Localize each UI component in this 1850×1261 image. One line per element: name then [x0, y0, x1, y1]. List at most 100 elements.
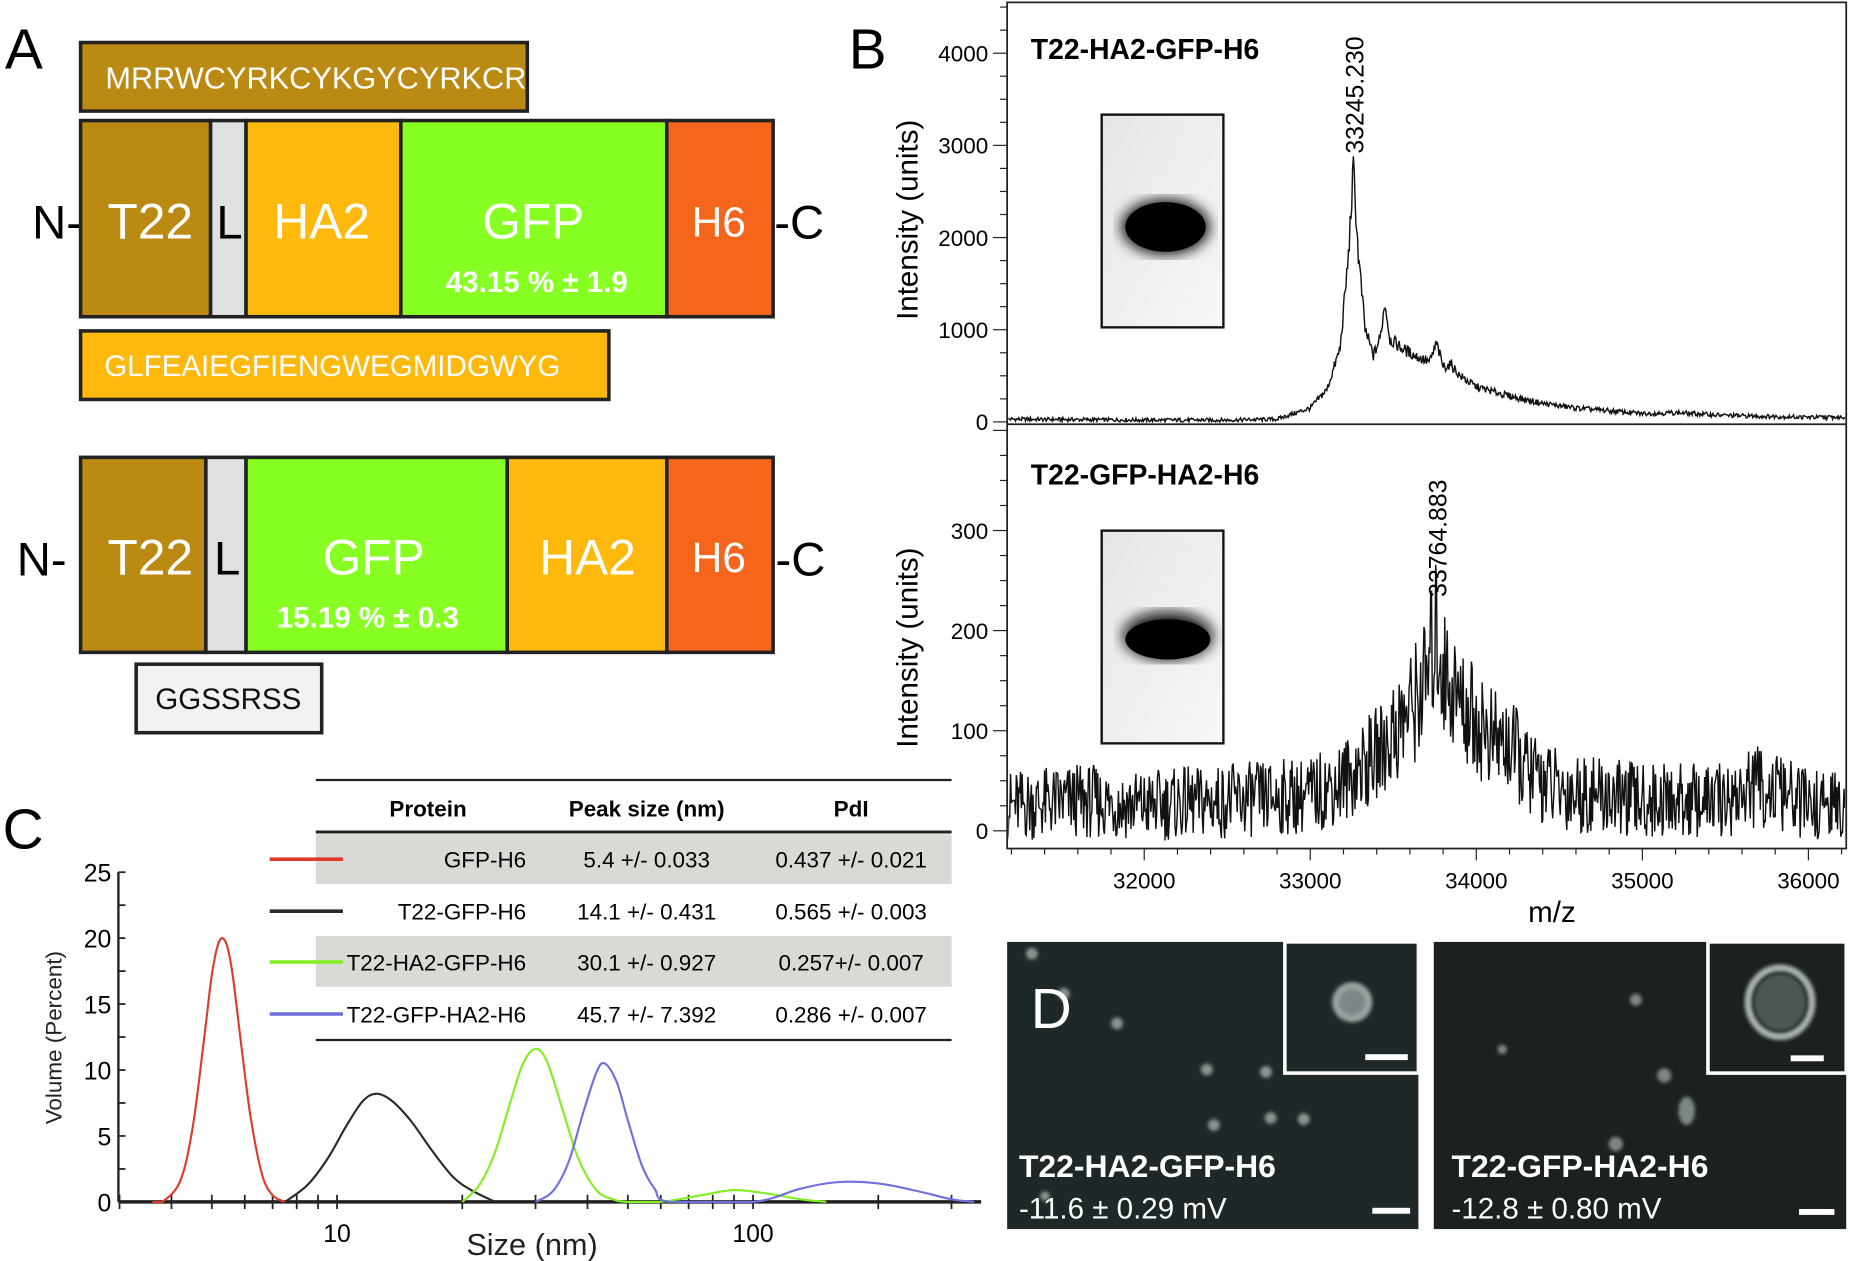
- peak-size: 45.7 +/- 7.392: [577, 1002, 716, 1027]
- tem-image-left: D T22-HA2-GFP-H6 -11.6 ± 0.29 mV: [1007, 940, 1421, 1230]
- panel-a: A MRRWCYRKCYKGYCYRKCR N- T22 L HA2 GFP H…: [5, 19, 825, 735]
- construct-1: N- T22 L HA2 GFP H6 43.15 % ± 1.9 -C: [32, 118, 824, 319]
- scale-bar: [1790, 1055, 1824, 1062]
- gfp-value: 43.15 % ± 1.9: [446, 266, 628, 299]
- domain-h6: [665, 455, 775, 655]
- x-axis-title: m/z: [1528, 896, 1576, 929]
- domain-h6-label: H6: [692, 534, 746, 582]
- y-tick-label: 20: [84, 927, 112, 954]
- domain-t22: [78, 455, 208, 655]
- y-tick-label: 0: [98, 1190, 112, 1217]
- y-tick-label: 15: [84, 993, 112, 1020]
- y-axis-title-top: Intensity (units): [891, 120, 924, 320]
- table-header-peak-size: Peak size (nm): [569, 797, 725, 822]
- domain-l-label: L: [214, 532, 240, 585]
- domain-t22-label: T22: [108, 529, 194, 585]
- pdi-value: 0.286 +/- 0.007: [775, 1002, 927, 1027]
- scale-bar: [1365, 1054, 1408, 1061]
- domain-gfp: [244, 455, 510, 655]
- y-axis-title-bottom: Intensity (units): [891, 548, 924, 748]
- gel-image-bottom: [1100, 529, 1225, 745]
- peak-label-bottom: 33764.883: [1426, 480, 1453, 597]
- spectrum-top-title: T22-HA2-GFP-H6: [1031, 34, 1259, 66]
- dls-curves: [152, 937, 975, 1203]
- ha2-sequence: GLFEAIEGFIENGWEGMIDGWYG: [104, 350, 560, 383]
- table-header-protein: Protein: [389, 797, 466, 822]
- series-line-gfp-h6: [152, 937, 286, 1203]
- n-terminus-label: N-: [32, 197, 82, 250]
- panel-a-label: A: [5, 19, 43, 82]
- domain-l-label: L: [216, 197, 242, 250]
- x-tick-label: 35000: [1611, 869, 1673, 894]
- protein-name: GFP-H6: [444, 847, 526, 872]
- panel-c: C 0 5 10 15 20 25 10 100 Volume (Percent) Size …: [3, 778, 982, 1261]
- panel-b: B 0 1000 2000 3000 4000 0 100 200 300 32000 33000 3…: [849, 1, 1848, 929]
- series-line-t22-gfp-ha2-h6: [534, 1061, 975, 1203]
- x-tick-label: 33000: [1279, 869, 1341, 894]
- peak-label-top: 33245.230: [1343, 36, 1370, 153]
- gfp-value: 15.19 % ± 0.3: [277, 602, 459, 635]
- x-tick-label: 100: [732, 1221, 773, 1248]
- spectrum-frame: [1006, 1, 1848, 850]
- pdi-value: 0.565 +/- 0.003: [775, 899, 927, 924]
- construct-2: N- T22 L GFP HA2 H6 15.19 % ± 0.3 -C: [17, 455, 825, 655]
- spectrum-bottom-trace: [1008, 564, 1846, 841]
- domain-t22: [78, 118, 213, 319]
- domain-l: [204, 455, 248, 655]
- pdi-value: 0.437 +/- 0.021: [775, 847, 927, 872]
- x-tick-label: 32000: [1113, 869, 1175, 894]
- protein-name: T22-HA2-GFP-H6: [347, 950, 527, 975]
- zeta-potential: -11.6 ± 0.29 mV: [1019, 1192, 1227, 1225]
- y-tick-label: 100: [951, 719, 988, 744]
- y-tick-label: 300: [951, 519, 988, 544]
- table-row-band: [315, 936, 952, 987]
- y-tick-label: 0: [976, 410, 988, 435]
- peak-size: 14.1 +/- 0.431: [577, 899, 716, 924]
- y-tick-label: 2000: [938, 226, 988, 251]
- ha2-sequence-box: GLFEAIEGFIENGWEGMIDGWYG: [78, 329, 611, 402]
- y-tick-label: 5: [98, 1124, 112, 1151]
- domain-l: [208, 118, 248, 319]
- scale-bar: [1798, 1209, 1835, 1215]
- y-tick-label: 0: [976, 819, 988, 844]
- y-tick-label: 1000: [938, 318, 988, 343]
- protein-name: T22-GFP-HA2-H6: [347, 1002, 527, 1027]
- domain-gfp-label: GFP: [323, 529, 425, 585]
- protein-name: T22-GFP-H6: [398, 899, 526, 924]
- peak-size: 5.4 +/- 0.033: [583, 847, 710, 872]
- peak-size: 30.1 +/- 0.927: [577, 950, 716, 975]
- scale-bar: [1372, 1207, 1411, 1214]
- x-tick-label: 36000: [1777, 869, 1839, 894]
- x-tick-label: 10: [323, 1221, 351, 1248]
- table-row: GFP-H6 5.4 +/- 0.033 0.437 +/- 0.021: [269, 847, 927, 872]
- c-terminus-label: -C: [774, 197, 824, 250]
- series-line-t22-ha2-gfp-h6: [461, 1047, 827, 1203]
- panel-d: D T22-HA2-GFP-H6 -11.6 ± 0.29 mV T22-GFP…: [1007, 940, 1849, 1230]
- domain-h6-label: H6: [692, 198, 746, 246]
- zeta-potential: -12.8 ± 0.80 mV: [1452, 1192, 1662, 1225]
- spectrum-top-trace: [1008, 156, 1846, 424]
- panel-c-label: C: [3, 799, 44, 862]
- image-name: T22-GFP-HA2-H6: [1452, 1148, 1709, 1184]
- domain-ha2-label: HA2: [539, 529, 636, 585]
- tem-image-right: T22-GFP-HA2-H6 -12.8 ± 0.80 mV: [1433, 940, 1849, 1230]
- table-row: T22-HA2-GFP-H6 30.1 +/- 0.927 0.257+/- 0.0…: [269, 950, 924, 975]
- table-header-pdi: PdI: [834, 797, 869, 822]
- panel-b-label: B: [849, 19, 887, 82]
- results-table: Protein Peak size (nm) PdI GFP-H6 5.4 +/-…: [269, 778, 952, 1042]
- x-tick-label: 34000: [1445, 869, 1507, 894]
- t22-sequence-box: MRRWCYRKCYKGYCYRKCR: [78, 40, 530, 113]
- y-tick-label: 200: [951, 619, 988, 644]
- linker-sequence-box: GGSSRSS: [134, 662, 324, 735]
- y-tick-label: 25: [84, 861, 112, 888]
- t22-sequence: MRRWCYRKCYKGYCYRKCR: [105, 61, 526, 96]
- domain-ha2-label: HA2: [273, 194, 370, 250]
- y-tick-label: 3000: [938, 134, 988, 159]
- spectrum-axes: 0 1000 2000 3000 4000 0 100 200 300 32000 33000 340…: [938, 6, 1843, 894]
- domain-gfp-label: GFP: [482, 194, 584, 250]
- domain-gfp: [399, 118, 669, 319]
- y-tick-label: 4000: [938, 41, 988, 66]
- dls-axes: 0 5 10 15 20 25 10 100: [84, 861, 982, 1248]
- table-row-band: [315, 834, 952, 884]
